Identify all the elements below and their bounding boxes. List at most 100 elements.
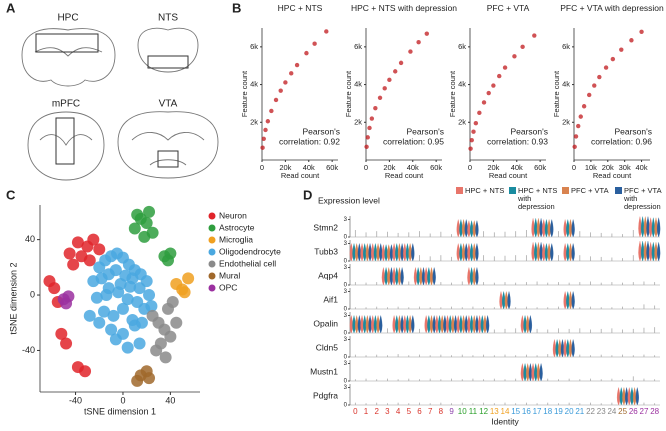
brain-outline xyxy=(117,111,219,179)
y-tick-label: -40 xyxy=(22,345,35,355)
violin xyxy=(429,314,434,334)
legend-label: Mural xyxy=(219,270,240,280)
violin xyxy=(550,218,554,238)
legend-swatch xyxy=(208,260,216,268)
violin xyxy=(440,314,444,334)
violin xyxy=(363,314,367,334)
violin xyxy=(469,242,474,262)
violin xyxy=(389,266,394,286)
violin xyxy=(371,314,375,334)
violin xyxy=(371,242,375,262)
violin xyxy=(641,241,645,262)
point xyxy=(497,73,502,79)
violin xyxy=(443,314,447,334)
violin xyxy=(563,290,567,310)
violin xyxy=(502,290,506,310)
violin xyxy=(469,220,474,238)
violin xyxy=(397,266,402,286)
region-label: NTS xyxy=(158,13,178,24)
annotation: correlation: 0.92 xyxy=(279,136,340,146)
violin xyxy=(419,266,423,286)
gene-label: Stmn2 xyxy=(313,222,338,232)
violin xyxy=(397,314,402,334)
violin xyxy=(536,362,541,382)
point xyxy=(576,123,581,129)
violin xyxy=(467,314,471,334)
violin xyxy=(499,290,503,310)
violin xyxy=(467,220,471,238)
y-tick-label: 3 xyxy=(344,265,348,271)
x-tick-label: 15 xyxy=(511,407,520,416)
x-tick-label: 0 xyxy=(364,163,368,172)
violin xyxy=(635,386,639,406)
violin xyxy=(395,266,399,286)
violin xyxy=(475,314,479,334)
violin xyxy=(638,216,642,238)
violin xyxy=(392,266,396,286)
violin xyxy=(539,362,543,382)
point xyxy=(159,351,172,364)
violin xyxy=(384,266,388,286)
violin xyxy=(632,386,637,406)
y-tick-label: 3 xyxy=(344,313,348,319)
point xyxy=(128,222,141,235)
violin xyxy=(403,314,407,334)
point xyxy=(610,56,616,62)
violin xyxy=(376,314,380,334)
point xyxy=(263,127,268,133)
gene-label: Opalin xyxy=(313,318,338,328)
point xyxy=(128,319,141,332)
point xyxy=(71,236,84,249)
violin xyxy=(467,266,471,286)
violin xyxy=(472,220,476,238)
y-tick-label: 3 xyxy=(344,217,348,223)
point xyxy=(365,135,370,140)
violin xyxy=(534,218,538,238)
x-tick-label: 22 xyxy=(586,407,595,416)
violin xyxy=(526,362,530,382)
violin xyxy=(387,266,391,286)
violin xyxy=(408,314,412,334)
x-tick-label: 2 xyxy=(374,407,379,416)
point xyxy=(367,125,372,131)
brain-diagrams: HPC NTS mPFC VTA xyxy=(21,13,219,181)
y-tick-label: 3 xyxy=(344,337,348,343)
violin xyxy=(429,266,434,286)
violin xyxy=(571,338,575,358)
violin xyxy=(368,314,372,334)
violin xyxy=(400,266,404,286)
legend-swatch xyxy=(208,224,216,232)
x-tick-label: 19 xyxy=(554,407,563,416)
point xyxy=(105,323,118,336)
x-tick-label: 60k xyxy=(430,163,442,172)
point xyxy=(60,337,73,350)
y-tick-label: 0 xyxy=(344,403,348,409)
point xyxy=(178,286,191,299)
violin xyxy=(480,314,484,334)
violin xyxy=(531,218,535,238)
violin xyxy=(523,362,527,382)
violin xyxy=(379,314,383,334)
point xyxy=(143,372,156,385)
violin xyxy=(534,242,538,262)
point xyxy=(67,258,80,271)
point xyxy=(116,302,129,315)
violin xyxy=(445,314,450,334)
violin xyxy=(531,362,535,382)
point xyxy=(63,247,76,260)
point xyxy=(520,44,525,50)
legend-swatch xyxy=(615,187,622,194)
violin xyxy=(472,266,476,286)
point xyxy=(619,47,624,52)
annotation: correlation: 0.93 xyxy=(487,136,548,146)
x-tick-label: 20k xyxy=(279,163,291,172)
violin xyxy=(654,242,658,262)
violin xyxy=(566,218,570,238)
x-tick-label: 27 xyxy=(640,407,649,416)
region-label: VTA xyxy=(159,99,178,110)
x-tick-label: 40 xyxy=(165,395,175,405)
panel-label: C xyxy=(6,187,16,202)
violin xyxy=(547,242,551,262)
legend-swatch xyxy=(208,284,216,292)
y-axis-label: Feature count xyxy=(344,70,353,117)
